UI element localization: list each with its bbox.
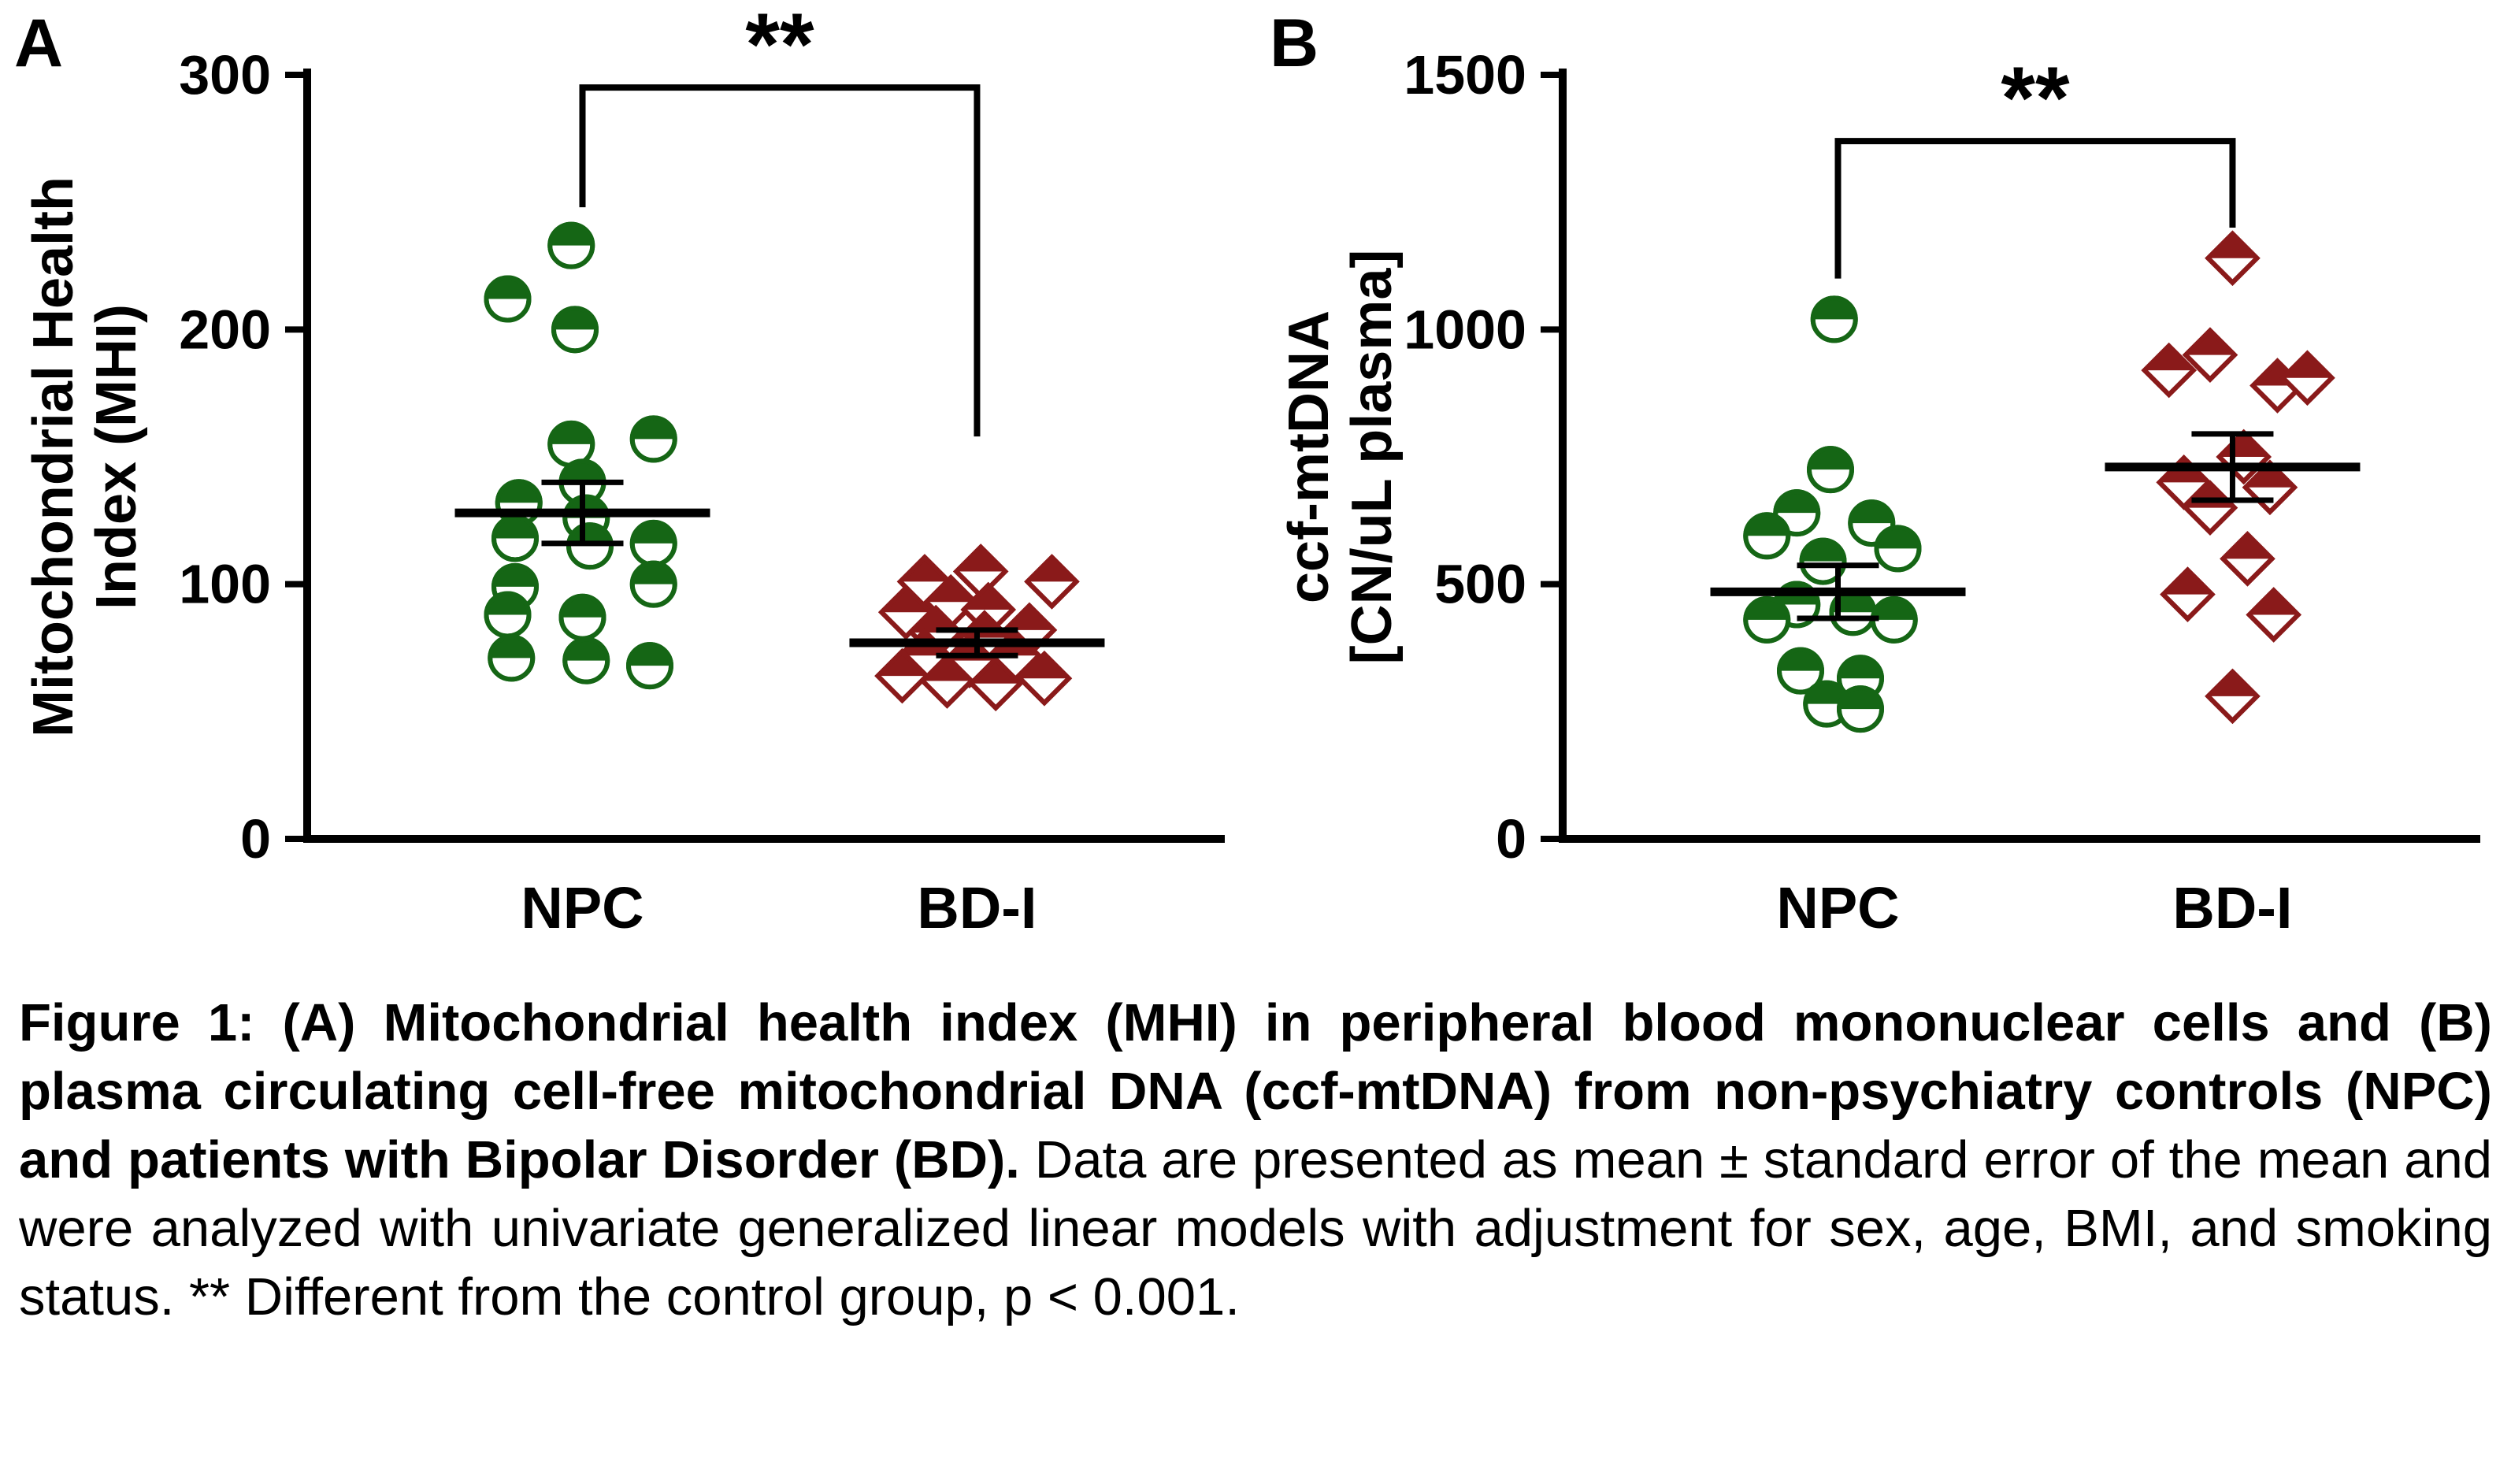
data-point-diamond: [2246, 587, 2301, 643]
panel-label: A: [14, 6, 63, 81]
data-point-diamond: [2205, 668, 2261, 725]
data-point-circle: [1870, 595, 1918, 644]
data-point-diamond: [1001, 602, 1058, 659]
y-tick-label: 200: [179, 299, 271, 360]
data-point-circle: [1810, 295, 1858, 343]
data-point-circle: [1777, 647, 1824, 695]
data-point-circle: [484, 591, 532, 639]
charts-row: A Mitochondrial Health Index (MHI) 0 100 200 3…: [0, 0, 2511, 973]
data-point-circle: [551, 306, 599, 354]
data-point-circle: [629, 415, 677, 463]
significance-bracket: [579, 84, 981, 437]
chart-panel-a-svg: A Mitochondrial Health Index (MHI) 0 100 200 3…: [14, 0, 1225, 940]
data-point-circle: [1743, 512, 1791, 560]
data-point-circle: [562, 636, 610, 684]
data-point-circle: [488, 634, 536, 682]
data-point-circle: [484, 275, 532, 323]
significance-label: **: [745, 0, 814, 94]
data-point-diamond: [919, 653, 975, 709]
y-tick-label: 0: [240, 808, 271, 870]
data-point-circle: [629, 519, 677, 567]
data-point-circle: [1874, 525, 1922, 573]
y-axis-title: Mitochondrial Health: [22, 176, 85, 737]
y-tick-label: 1500: [1404, 44, 1526, 106]
data-point-diamond: [1016, 651, 1073, 707]
caption-bold-text: Figure 1: (A) Mitochondrial health index…: [19, 993, 2492, 1190]
panel-label: B: [1270, 6, 1319, 81]
data-point-circle: [558, 593, 606, 641]
category-label: NPC: [1776, 875, 1899, 940]
category-label: BD-I: [917, 875, 1037, 940]
panel-a: A Mitochondrial Health Index (MHI) 0 100 200 3…: [0, 0, 1256, 973]
category-label: BD-I: [2172, 875, 2292, 940]
data-point-diamond: [2205, 230, 2261, 287]
data-point-diamond: [2220, 531, 2275, 587]
significance-label: **: [2001, 49, 2070, 147]
y-axis-title: [CN/uL plasma]: [1341, 250, 1404, 665]
y-tick-label: 500: [1434, 554, 1526, 615]
figure-caption: Figure 1: (A) Mitochondrial health index…: [19, 989, 2492, 1331]
data-point-diamond: [1024, 554, 1080, 610]
y-axis-title: ccf-mtDNA: [1278, 310, 1341, 603]
data-point-diamond: [2141, 342, 2197, 399]
data-point-circle: [1743, 595, 1791, 644]
data-point-diamond: [2182, 327, 2238, 383]
data-point-circle: [1848, 499, 1896, 547]
significance-bracket: [1834, 138, 2236, 279]
data-point-circle: [491, 514, 539, 562]
data-point-circle: [547, 221, 595, 269]
y-tick-label: 0: [1496, 808, 1526, 870]
data-point-circle: [1807, 446, 1854, 494]
y-axis-title: Index (MHI): [85, 304, 148, 610]
data-point-circle: [629, 560, 677, 608]
category-label: NPC: [521, 875, 644, 940]
data-point-circle: [626, 642, 673, 690]
data-point-circle: [1837, 685, 1884, 733]
y-tick-label: 1000: [1404, 299, 1526, 360]
y-tick-label: 100: [179, 554, 271, 615]
data-point-diamond: [2160, 566, 2216, 622]
caption-regular-text: Data are presented as mean ± standard er…: [19, 1130, 2492, 1327]
y-tick-label: 300: [179, 44, 271, 106]
data-point-diamond: [967, 655, 1024, 712]
data-point-circle: [1829, 588, 1877, 636]
data-point-diamond: [2279, 350, 2335, 406]
data-point-circle: [1799, 537, 1847, 585]
data-point-diamond: [874, 647, 930, 704]
